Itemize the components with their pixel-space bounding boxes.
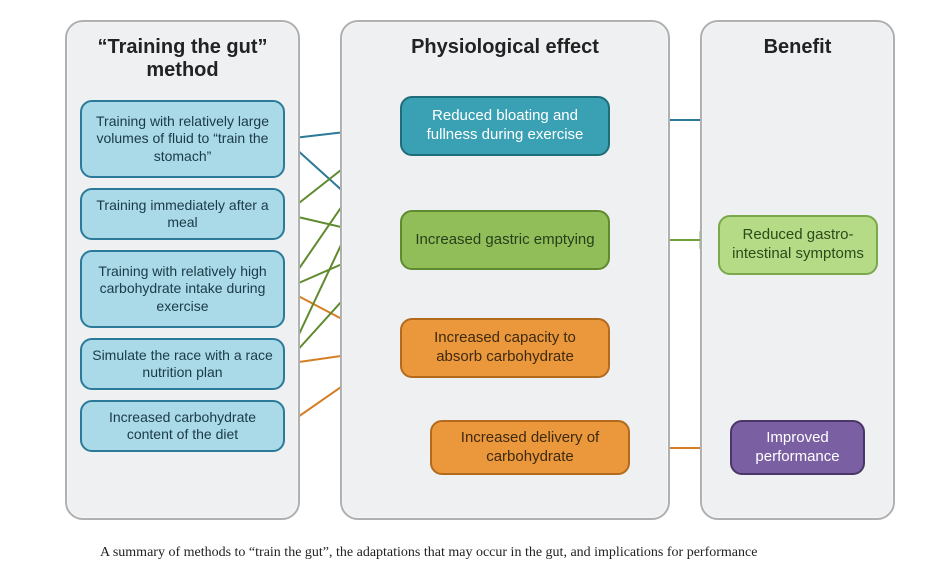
node-method-diet-carb: Increased carbohydrate content of the di… bbox=[80, 400, 285, 452]
node-effect-gastric: Increased gastric emptying bbox=[400, 210, 610, 270]
label: Improved performance bbox=[742, 429, 853, 467]
label: Increased gastric emptying bbox=[415, 231, 594, 250]
figure-caption: A summary of methods to “train the gut”,… bbox=[100, 545, 757, 561]
diagram-canvas: “Training the gut”method Physiological e… bbox=[0, 0, 950, 585]
node-effect-bloating: Reduced bloating and fullness during exe… bbox=[400, 96, 610, 156]
label: Increased capacity to absorb carbohydrat… bbox=[412, 329, 598, 367]
label: Simulate the race with a race nutrition … bbox=[92, 347, 273, 382]
label: Increased carbohydrate content of the di… bbox=[92, 409, 273, 444]
label: Training with relatively large volumes o… bbox=[92, 113, 273, 166]
label: Reduced gastro-intestinal symptoms bbox=[730, 226, 866, 264]
node-benefit-performance: Improved performance bbox=[730, 420, 865, 475]
node-effect-delivery: Increased delivery of carbohydrate bbox=[430, 420, 630, 475]
node-method-fluid-volume: Training with relatively large volumes o… bbox=[80, 100, 285, 178]
label: Increased delivery of carbohydrate bbox=[442, 429, 618, 467]
label: Reduced bloating and fullness during exe… bbox=[412, 107, 598, 145]
column-benefit-title: Benefit bbox=[702, 22, 893, 59]
node-method-race-sim: Simulate the race with a race nutrition … bbox=[80, 338, 285, 390]
node-method-after-meal: Training immediately after a meal bbox=[80, 188, 285, 240]
label: Training with relatively high carbohydra… bbox=[92, 263, 273, 316]
column-method-title: “Training the gut”method bbox=[67, 22, 298, 82]
node-benefit-gi-symptoms: Reduced gastro-intestinal symptoms bbox=[718, 215, 878, 275]
column-effect-title: Physiological effect bbox=[342, 22, 668, 59]
node-method-high-carb: Training with relatively high carbohydra… bbox=[80, 250, 285, 328]
node-effect-absorb: Increased capacity to absorb carbohydrat… bbox=[400, 318, 610, 378]
label: Training immediately after a meal bbox=[92, 197, 273, 232]
